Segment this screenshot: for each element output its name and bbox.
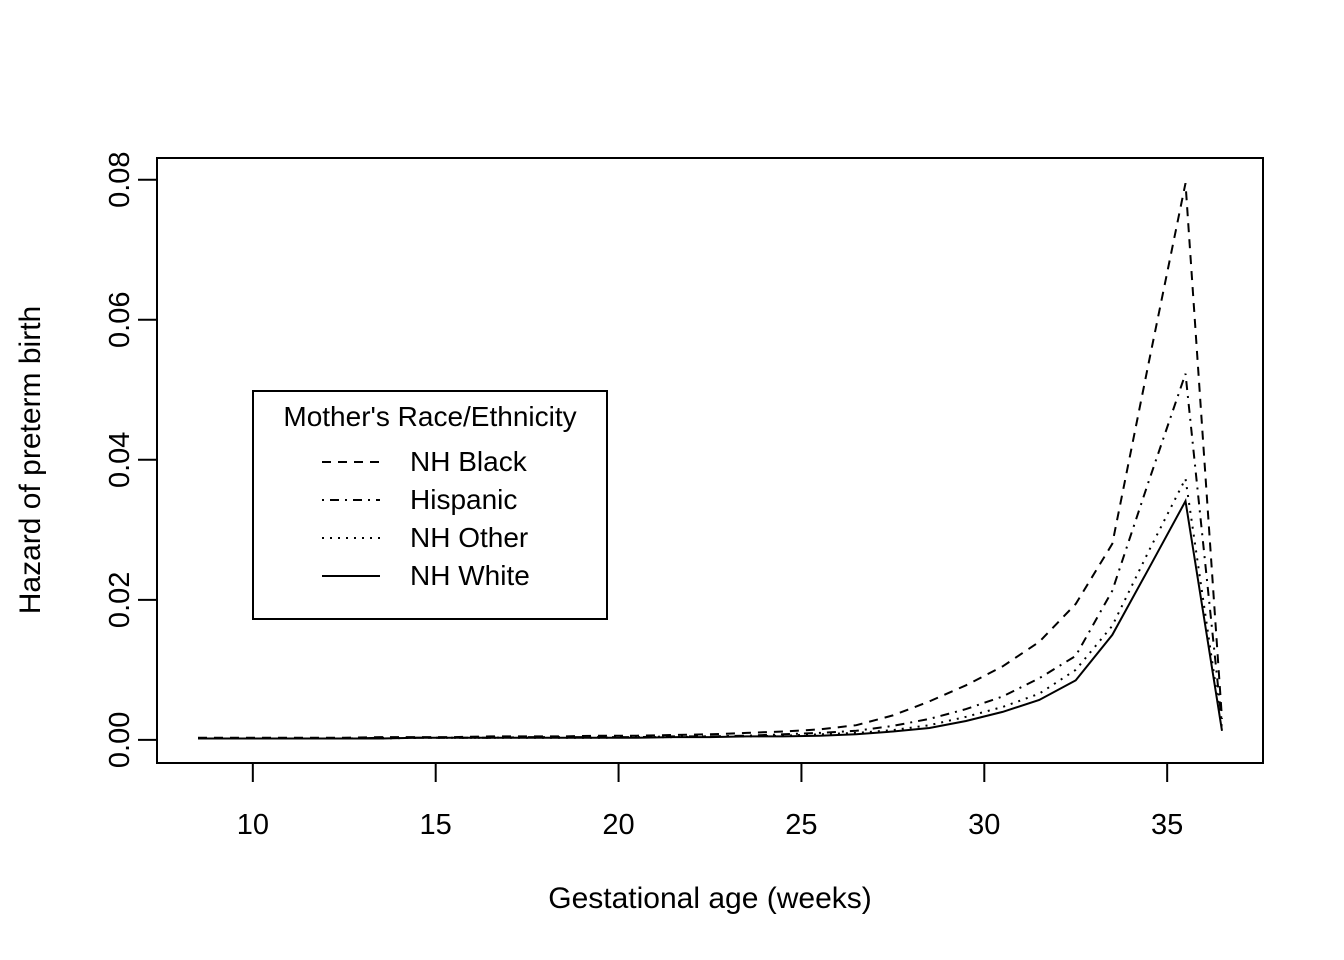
legend-item-hispanic: Hispanic	[254, 481, 606, 519]
y-axis-title: Hazard of preterm birth	[14, 305, 47, 615]
y-tick-label: 0.00	[104, 712, 136, 768]
legend-item-nh-other: NH Other	[254, 519, 606, 557]
dashed-line-sample-icon	[322, 461, 380, 463]
legend-label-nh-white: NH White	[410, 560, 530, 591]
dash-dot-line-sample-icon	[322, 499, 380, 501]
x-tick-label: 15	[420, 809, 452, 841]
x-axis-title: Gestational age (weeks)	[548, 882, 872, 915]
dotted-line-sample-icon	[322, 537, 380, 539]
legend-label-nh-black: NH Black	[410, 446, 527, 477]
legend-title: Mother's Race/Ethnicity	[283, 401, 577, 432]
legend-box: Mother's Race/Ethnicity NH Black Hispani…	[252, 390, 608, 620]
legend-label-nh-other: NH Other	[410, 522, 529, 553]
x-tick-label: 35	[1151, 809, 1183, 841]
legend-rows: NH Black Hispanic NH Other NH White	[254, 443, 606, 595]
plot-border	[156, 157, 1264, 764]
curve-nh-black	[198, 182, 1223, 739]
legend-label-hispanic: Hispanic	[410, 484, 518, 515]
legend-item-nh-black: NH Black	[254, 443, 606, 481]
x-tick-label: 10	[237, 809, 269, 841]
legend-item-nh-white: NH White	[254, 557, 606, 595]
y-tick-label: 0.08	[104, 151, 136, 207]
x-tick-label: 30	[968, 809, 1000, 841]
curve-nh-white	[198, 498, 1223, 740]
y-tick-label: 0.04	[104, 432, 136, 488]
y-tick-label: 0.02	[104, 572, 136, 628]
x-tick-label: 20	[602, 809, 634, 841]
y-tick-label: 0.06	[104, 292, 136, 348]
x-tick-label: 25	[785, 809, 817, 841]
solid-line-sample-icon	[322, 575, 380, 577]
